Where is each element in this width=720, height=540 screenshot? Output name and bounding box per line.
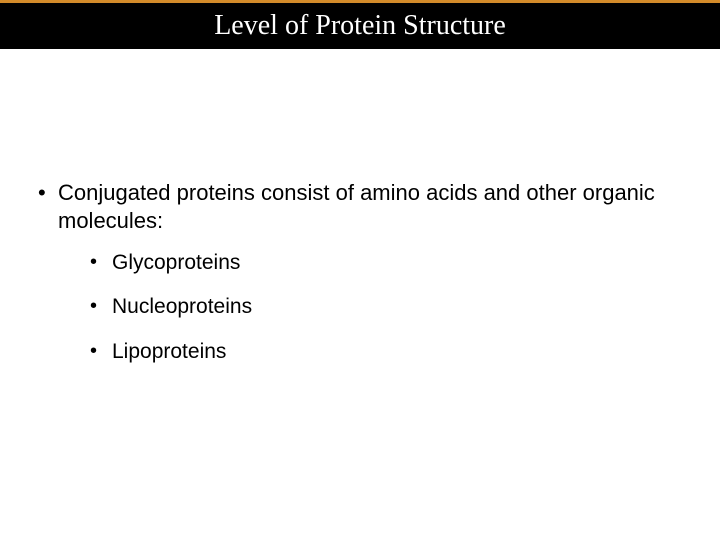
title-bar: Level of Protein Structure: [0, 3, 720, 49]
main-bullet-text: Conjugated proteins consist of amino aci…: [58, 180, 655, 233]
sub-bullet: Glycoproteins: [58, 250, 690, 276]
slide-content: Conjugated proteins consist of amino aci…: [0, 49, 720, 365]
slide-title: Level of Protein Structure: [214, 10, 506, 42]
sub-bullet: Nucleoproteins: [58, 294, 690, 320]
sub-list: Glycoproteins Nucleoproteins Lipoprotein…: [58, 250, 690, 365]
main-list: Conjugated proteins consist of amino aci…: [30, 179, 690, 365]
sub-bullet: Lipoproteins: [58, 339, 690, 365]
main-bullet: Conjugated proteins consist of amino aci…: [30, 179, 690, 365]
